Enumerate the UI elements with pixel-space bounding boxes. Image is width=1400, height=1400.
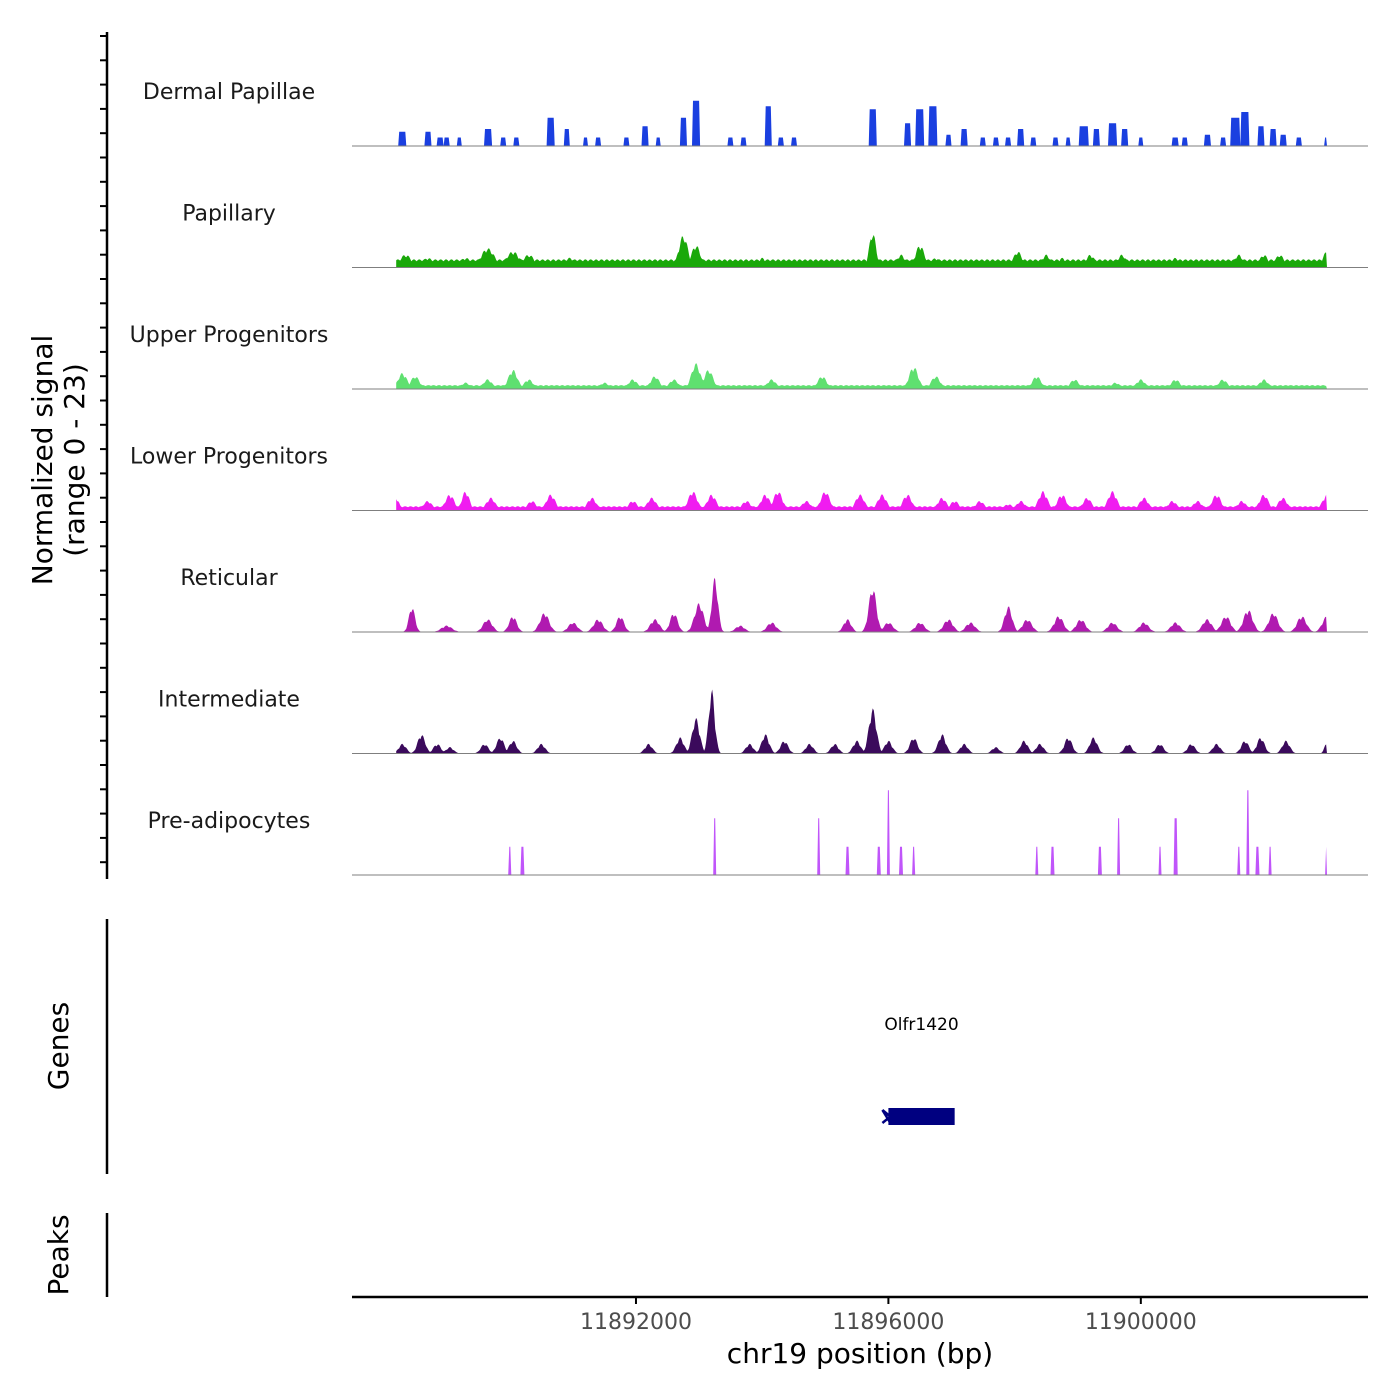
gene-exon [888,1108,955,1125]
gene-label: Olfr1420 [884,1015,958,1035]
track-label: Pre-adipocytes [148,809,311,834]
coverage-area [396,235,1327,268]
track-dermal-papillae: Dermal Papillae [143,80,1368,147]
genes-track-label: Genes [42,1002,75,1090]
genes-panel: Genes Olfr1420 [42,919,959,1174]
track-upper-progenitors: Upper Progenitors [130,323,1368,390]
peaks-panel: Peaks [42,1213,109,1297]
peaks-track-label: Peaks [42,1214,75,1295]
track-intermediate: Intermediate [158,688,1368,754]
x-tick-label: 11900000 [1085,1310,1197,1335]
track-label: Dermal Papillae [143,80,315,105]
coverage-area [396,100,1327,146]
track-label: Lower Progenitors [130,445,328,470]
genes-track: Olfr1420 [881,1015,959,1125]
track-reticular: Reticular [180,566,1368,633]
track-label: Intermediate [158,688,300,713]
coverage-area [396,577,1327,632]
coverage-tracks: Dermal Papillae Papillary Upper Progenitor… [130,80,1368,876]
x-axis: 11892000 11896000 11900000 [352,1295,1368,1335]
y-axis [100,32,109,879]
y-axis-title-line-1: Normalized signal [26,335,59,586]
track-label: Papillary [182,202,276,227]
coverage-area [396,689,1327,754]
track-label: Upper Progenitors [130,323,329,348]
gene-strand-arrow [881,1109,893,1124]
coverage-area [396,363,1327,389]
track-label: Reticular [180,566,278,591]
coverage-area [396,491,1327,511]
track-pre-adipocytes: Pre-adipocytes [148,790,1368,876]
y-axis-title-line-2: (range 0 - 23) [58,363,91,557]
gene-olfr1420: Olfr1420 [881,1015,959,1125]
x-tick-label: 11896000 [832,1310,944,1335]
coverage-area [396,790,1327,875]
y-axis-title: Normalized signal (range 0 - 23) [26,335,91,586]
x-tick-label: 11892000 [580,1310,692,1335]
track-lower-progenitors: Lower Progenitors [130,445,1368,511]
x-axis-title: chr19 position (bp) [727,1337,993,1370]
track-papillary: Papillary [182,202,1368,268]
